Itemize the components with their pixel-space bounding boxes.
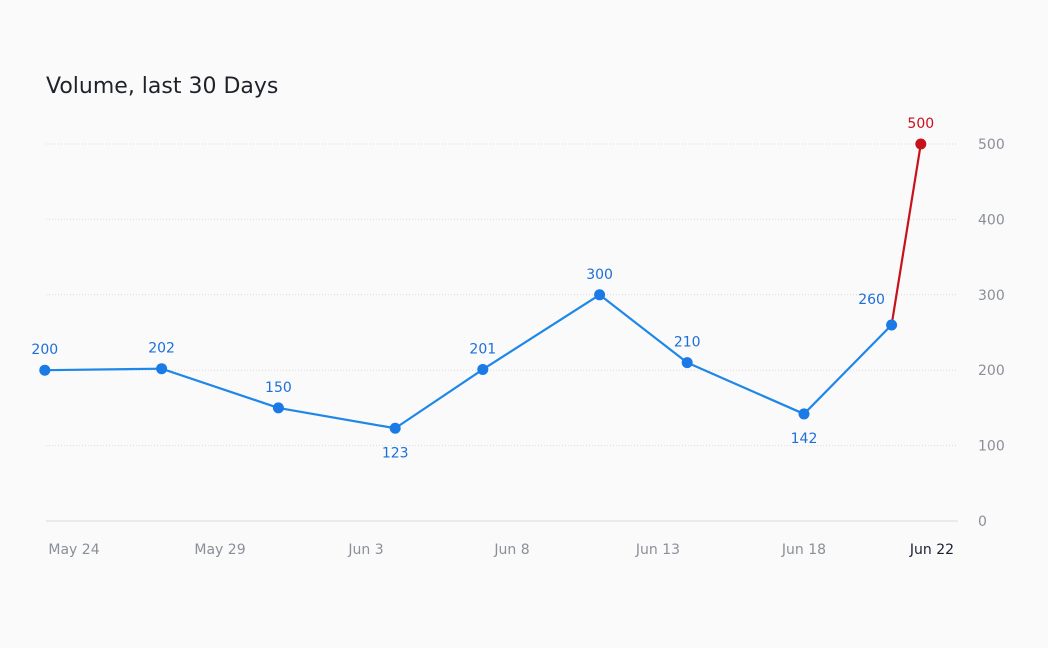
data-label-2: 150	[265, 380, 292, 396]
y-tick-label-400: 400	[978, 212, 1005, 228]
series-segment-0	[43, 367, 163, 372]
series-segment-5	[598, 293, 689, 364]
data-point-5	[594, 289, 606, 301]
data-label-4: 201	[469, 341, 496, 357]
data-point-9	[915, 138, 927, 150]
series-segment-8	[890, 142, 922, 327]
series-segment-3	[394, 368, 484, 430]
data-label-8: 260	[858, 292, 885, 308]
x-tick-label-jun-3: Jun 3	[347, 542, 383, 558]
data-point-0	[39, 364, 51, 376]
series-segment-4	[481, 293, 601, 371]
y-tick-label-200: 200	[978, 363, 1005, 379]
data-label-7: 142	[791, 431, 818, 447]
data-label-1: 202	[148, 341, 175, 357]
series-segment-1	[160, 367, 280, 409]
y-tick-label-300: 300	[978, 288, 1005, 304]
data-point-1	[156, 363, 168, 375]
x-tick-label-jun-13: Jun 13	[635, 542, 680, 558]
series-segment-2	[277, 406, 397, 430]
y-tick-label-0: 0	[978, 514, 987, 530]
data-label-0: 200	[31, 342, 58, 358]
data-label-6: 210	[674, 335, 701, 351]
data-label-3: 123	[382, 445, 409, 461]
data-point-8	[886, 319, 898, 331]
data-label-9: 500	[907, 116, 934, 132]
series-segment-6	[686, 361, 806, 416]
data-point-3	[389, 422, 401, 434]
data-point-2	[272, 402, 284, 414]
x-tick-label-may-29: May 29	[194, 542, 245, 558]
y-tick-label-500: 500	[978, 137, 1005, 153]
series-segment-7	[802, 323, 893, 416]
x-tick-label-jun-8: Jun 8	[493, 542, 529, 558]
x-tick-label-jun-18: Jun 18	[781, 542, 826, 558]
chart-title: Volume, last 30 Days	[46, 74, 279, 99]
data-label-5: 300	[586, 267, 613, 283]
x-tick-label-may-24: May 24	[48, 542, 99, 558]
data-point-7	[798, 408, 810, 420]
data-point-4	[477, 363, 489, 375]
x-tick-label-jun-22: Jun 22	[909, 542, 954, 558]
y-tick-label-100: 100	[978, 439, 1005, 455]
data-point-6	[681, 357, 693, 369]
